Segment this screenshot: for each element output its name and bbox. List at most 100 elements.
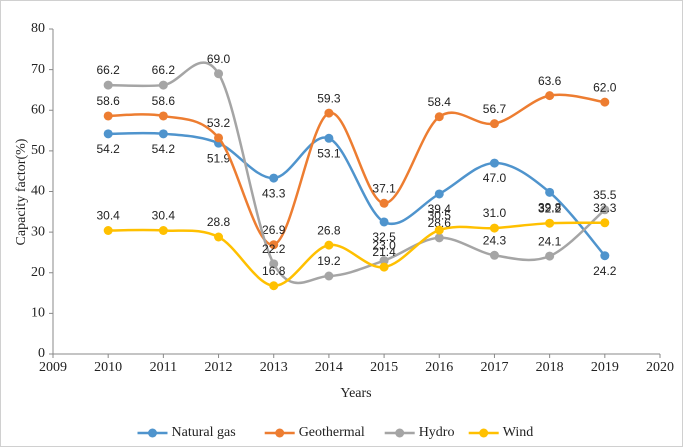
legend-label: Geothermal: [299, 425, 365, 440]
x-tick-label: 2013: [260, 360, 288, 375]
series-line: [108, 221, 605, 288]
data-point: [103, 129, 113, 139]
data-label: 26.8: [317, 223, 341, 237]
data-point: [269, 240, 279, 250]
series-line: [108, 93, 606, 246]
data-label: 24.3: [483, 233, 507, 247]
data-label: 26.9: [262, 223, 286, 237]
x-tick-label: 2016: [425, 360, 453, 375]
data-point: [545, 251, 555, 261]
data-label: 59.3: [317, 91, 341, 105]
data-label: 37.1: [372, 181, 396, 195]
x-tick-label: 2017: [480, 360, 508, 375]
data-label: 28.6: [428, 216, 452, 230]
data-point: [434, 233, 444, 243]
data-point: [600, 218, 610, 228]
x-tick-label: 2018: [536, 360, 564, 375]
data-point: [269, 173, 279, 183]
y-tick-label: 50: [31, 143, 45, 158]
legend-marker: [148, 428, 157, 438]
y-tick-label: 60: [31, 102, 45, 117]
x-tick-label: 2010: [94, 360, 122, 375]
data-label: 69.0: [207, 52, 231, 66]
data-label: 58.6: [97, 94, 121, 108]
data-point: [214, 133, 224, 143]
y-tick-label: 10: [31, 306, 45, 321]
legend-label: Natural gas: [172, 425, 236, 440]
x-tick-label: 2014: [315, 360, 343, 375]
data-label: 16.8: [262, 264, 286, 278]
x-axis-label: Years: [340, 386, 371, 401]
data-label: 47.0: [483, 171, 507, 185]
data-label: 53.2: [207, 116, 231, 130]
x-tick-label: 2019: [591, 360, 619, 375]
y-tick-label: 70: [31, 62, 45, 77]
data-label: 30.4: [152, 209, 176, 223]
data-point: [379, 198, 389, 208]
data-point: [214, 232, 224, 242]
data-label: 54.2: [97, 142, 121, 156]
data-point: [214, 69, 224, 79]
legend-marker: [275, 428, 285, 438]
data-label: 56.7: [483, 102, 507, 116]
data-point: [324, 108, 334, 118]
data-point: [158, 129, 168, 139]
data-label: 66.2: [97, 63, 121, 77]
data-label: 30.5: [428, 208, 452, 222]
x-tick-label: 2011: [150, 360, 177, 375]
data-label: 24.1: [538, 234, 562, 248]
legend-marker: [479, 428, 489, 438]
data-point: [434, 112, 444, 122]
x-tick-label: 2009: [39, 360, 67, 375]
data-point: [158, 111, 168, 121]
y-tick-label: 0: [38, 346, 45, 361]
data-label: 32.3: [593, 201, 617, 215]
data-label: 30.4: [97, 209, 121, 223]
data-point: [545, 218, 555, 228]
data-label: 43.3: [262, 186, 286, 200]
data-point: [434, 189, 444, 199]
x-tick-label: 2015: [370, 360, 398, 375]
data-point: [545, 91, 555, 101]
data-point: [600, 97, 610, 107]
y-tick-label: 80: [31, 21, 45, 36]
data-point: [324, 271, 334, 281]
x-tick-label: 2012: [205, 360, 233, 375]
data-point: [379, 217, 389, 227]
legend-marker: [395, 428, 405, 438]
data-label: 35.5: [593, 188, 617, 202]
y-tick-label: 20: [31, 265, 45, 280]
data-label: 23.0: [372, 239, 396, 253]
data-label: 39.4: [428, 202, 452, 216]
y-tick-label: 40: [31, 184, 45, 199]
data-point: [489, 158, 499, 168]
data-point: [600, 251, 610, 261]
data-point: [269, 259, 279, 269]
data-point: [103, 111, 113, 121]
data-point: [324, 240, 334, 250]
data-label: 21.4: [372, 245, 396, 259]
data-label: 32.5: [372, 230, 396, 244]
data-label: 28.8: [207, 215, 231, 229]
data-label: 62.0: [593, 80, 617, 94]
data-point: [103, 80, 113, 90]
legend-label: Hydro: [419, 425, 455, 440]
data-label: 19.2: [317, 254, 341, 268]
y-axis-label: Capacity factor(%): [14, 138, 29, 245]
data-point: [545, 187, 555, 197]
data-point: [434, 225, 444, 235]
data-label: 32.2: [538, 201, 562, 215]
data-point: [324, 133, 334, 143]
x-tick-label: 2020: [646, 360, 674, 375]
data-label: 66.2: [152, 63, 176, 77]
data-point: [158, 226, 168, 235]
data-label: 39.8: [538, 200, 562, 214]
y-tick-label: 30: [31, 224, 45, 239]
data-label: 53.1: [317, 146, 341, 160]
data-label: 31.0: [483, 206, 507, 220]
data-point: [103, 226, 113, 235]
data-point: [489, 223, 499, 233]
data-point: [269, 281, 279, 291]
data-point: [489, 250, 499, 260]
